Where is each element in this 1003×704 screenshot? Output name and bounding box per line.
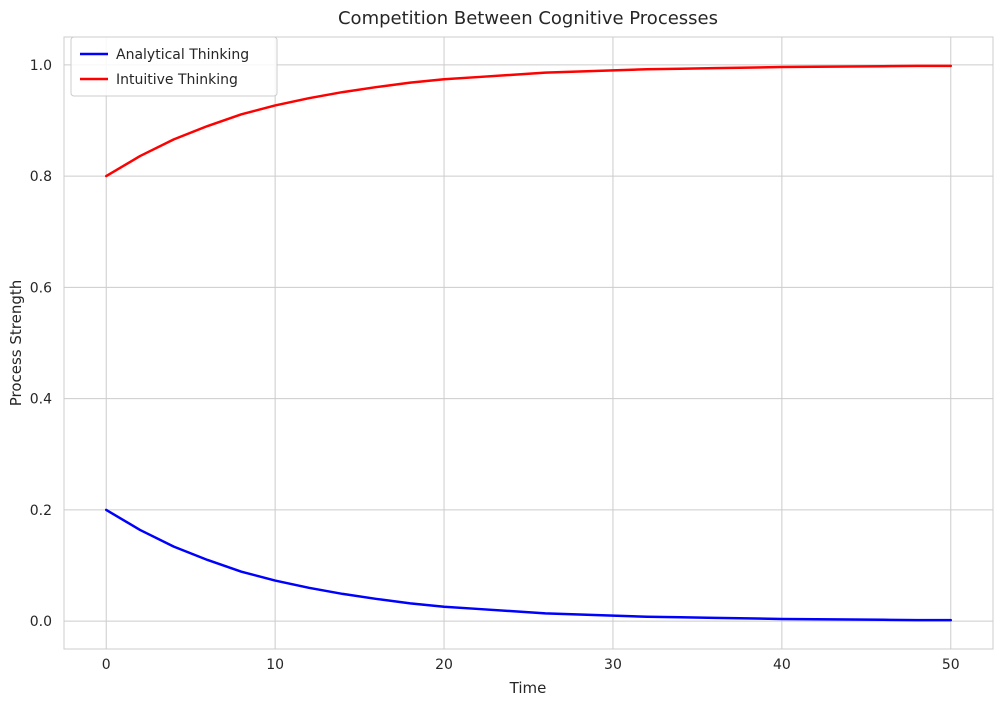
plot-area [63, 36, 994, 650]
y-axis-ticks: 0.0 0.2 0.4 0.6 0.8 1.0 [30, 58, 52, 630]
x-tick-label: 20 [435, 657, 453, 673]
x-tick-label: 50 [942, 657, 960, 673]
x-tick-label: 0 [102, 657, 111, 673]
x-axis-ticks: 0 10 20 30 40 50 [102, 657, 960, 673]
series-line-analytical [104, 508, 953, 622]
y-tick-label: 0.6 [30, 280, 52, 296]
x-tick-label: 40 [773, 657, 791, 673]
x-tick-label: 30 [604, 657, 622, 673]
chart-title: Competition Between Cognitive Processes [338, 8, 718, 29]
legend: Analytical Thinking Intuitive Thinking [70, 36, 278, 97]
y-tick-label: 0.0 [30, 614, 52, 630]
y-tick-label: 0.2 [30, 503, 52, 519]
y-tick-label: 0.4 [30, 392, 52, 408]
y-tick-label: 1.0 [30, 58, 52, 74]
legend-label-analytical: Analytical Thinking [116, 47, 249, 63]
grid [64, 37, 993, 649]
series-line-intuitive [104, 64, 953, 178]
x-tick-label: 10 [266, 657, 284, 673]
series-lines [104, 64, 953, 622]
y-axis-label: Process Strength [7, 280, 25, 407]
legend-box [70, 36, 278, 97]
legend-label-intuitive: Intuitive Thinking [116, 72, 238, 88]
x-axis-label: Time [509, 679, 547, 697]
y-tick-label: 0.8 [30, 169, 52, 185]
